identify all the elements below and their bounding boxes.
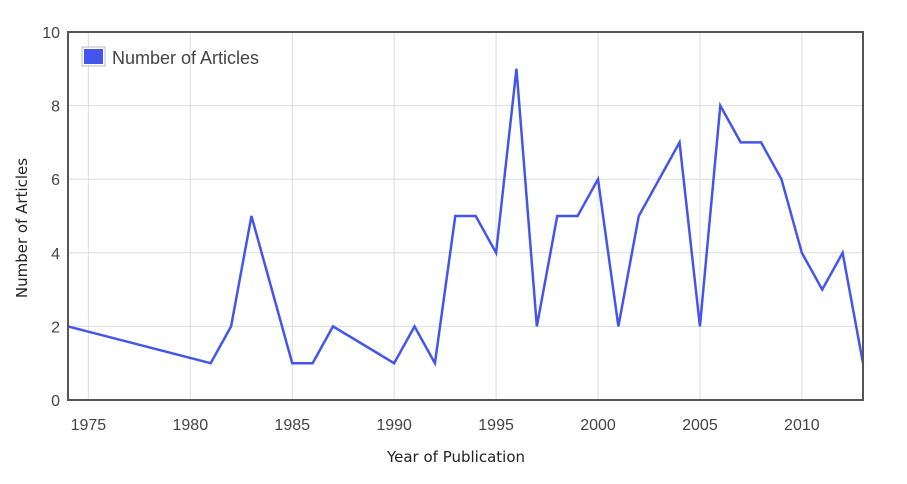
legend[interactable]: Number of Articles: [81, 46, 259, 68]
x-axis-label: Year of Publication: [386, 448, 525, 466]
series-layer: [67, 68, 865, 368]
x-tick-label: 2005: [682, 417, 718, 434]
legend-label: Number of Articles: [112, 48, 259, 68]
y-tick-label: 8: [51, 99, 60, 116]
y-tick-label: 0: [51, 393, 60, 410]
x-tick-label: 2010: [784, 417, 820, 434]
x-tick-label: 1975: [71, 417, 107, 434]
legend-swatch: [84, 49, 103, 64]
x-tick-label: 1995: [478, 417, 514, 434]
y-tick-label: 10: [42, 25, 60, 42]
x-tick-label: 1980: [173, 417, 209, 434]
tick-labels: 0 2 4 6 8 10 1975 1980 1985 1990 1995 2000 2005 2010: [42, 25, 820, 434]
plot-frame: [67, 31, 864, 401]
y-tick-label: 6: [51, 172, 60, 189]
x-tick-label: 1985: [274, 417, 310, 434]
y-axis-label: Number of Articles: [13, 158, 31, 298]
x-tick-label: 1990: [376, 417, 412, 434]
series-line: [67, 68, 865, 368]
x-tick-label: 2000: [580, 417, 616, 434]
y-tick-label: 4: [51, 246, 60, 263]
y-tick-label: 2: [51, 319, 60, 336]
